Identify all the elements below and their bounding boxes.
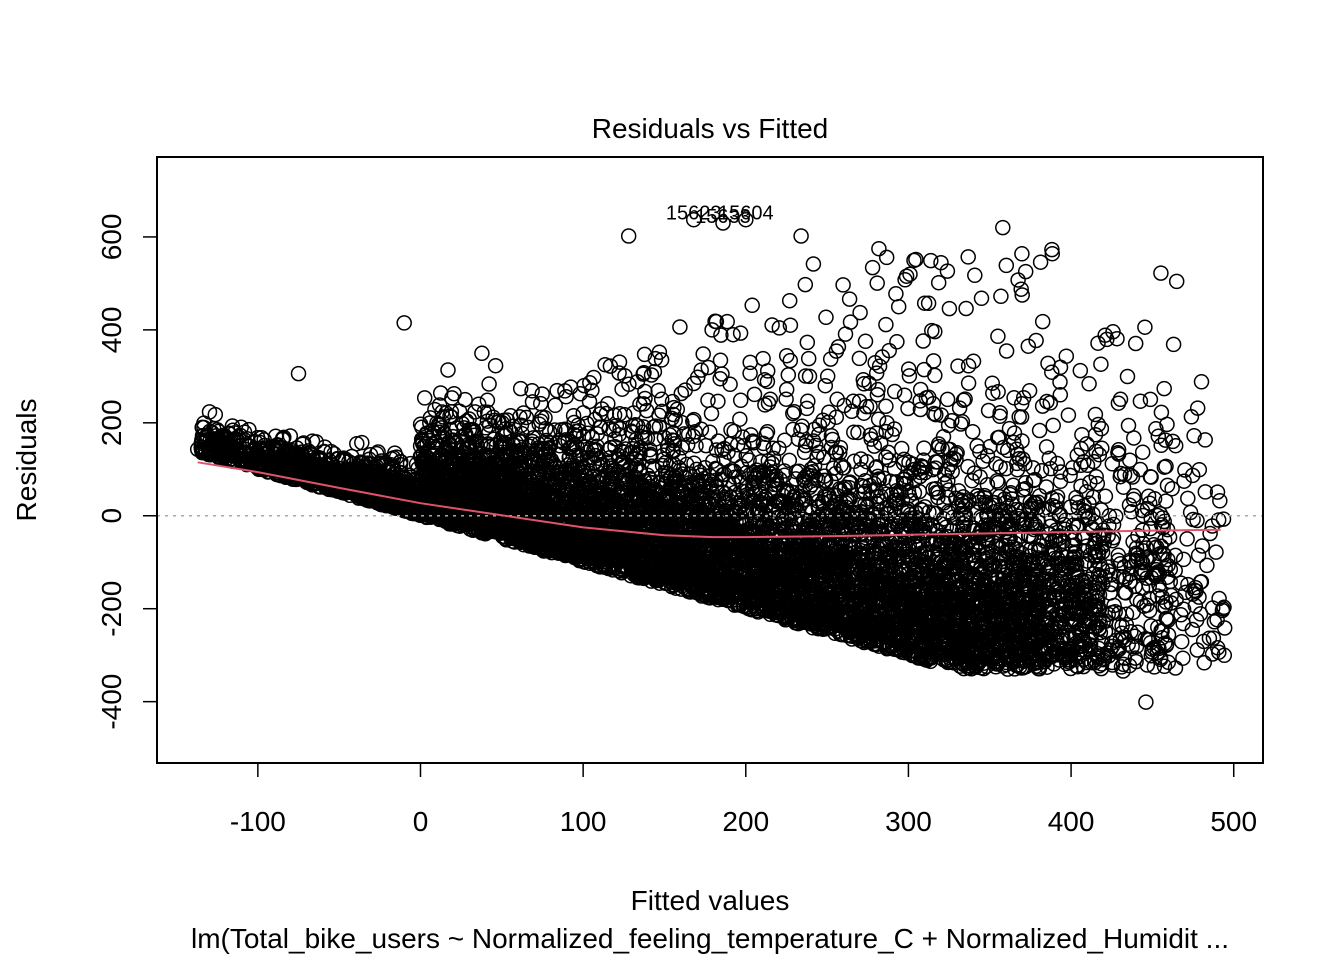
scatter-point bbox=[797, 276, 814, 293]
scatter-point bbox=[960, 358, 977, 374]
scatter-point bbox=[819, 368, 836, 385]
scatter-point bbox=[1093, 420, 1110, 437]
scatter-point bbox=[1104, 456, 1121, 472]
scatter-point bbox=[1044, 364, 1060, 380]
scatter-point bbox=[871, 240, 887, 257]
scatter-point bbox=[780, 367, 797, 383]
scatter-point bbox=[927, 367, 943, 384]
scatter-point bbox=[1212, 493, 1228, 509]
scatter-point bbox=[1090, 335, 1106, 351]
scatter-points bbox=[189, 211, 1233, 710]
scatter-point bbox=[967, 267, 983, 284]
scatter-point bbox=[686, 411, 702, 428]
chart-title: Residuals vs Fitted bbox=[592, 113, 829, 144]
scatter-point bbox=[881, 452, 897, 468]
scatter-point bbox=[1132, 393, 1149, 409]
scatter-point bbox=[857, 333, 874, 350]
scatter-point bbox=[1216, 620, 1233, 636]
scatter-point bbox=[817, 377, 834, 394]
scatter-point bbox=[1014, 246, 1030, 262]
scatter-point bbox=[1165, 433, 1181, 450]
scatter-point bbox=[896, 387, 913, 403]
scatter-point bbox=[755, 350, 771, 367]
scatter-point bbox=[864, 259, 881, 276]
scatter-point bbox=[1044, 241, 1060, 258]
scatter-point bbox=[646, 363, 663, 380]
scatter-point bbox=[781, 452, 798, 469]
scatter-point bbox=[1034, 313, 1051, 330]
scatter-point bbox=[708, 442, 725, 458]
scatter-point bbox=[999, 442, 1016, 459]
scatter-point bbox=[973, 290, 990, 307]
scatter-point bbox=[953, 416, 969, 432]
scatter-point bbox=[1205, 630, 1222, 646]
scatter-point bbox=[782, 352, 799, 369]
scatter-point bbox=[695, 346, 711, 362]
scatter-point bbox=[1176, 473, 1192, 489]
scatter-point bbox=[1165, 336, 1182, 353]
scatter-point bbox=[1134, 444, 1151, 460]
scatter-point bbox=[1081, 376, 1097, 392]
scatter-point bbox=[878, 398, 894, 415]
scatter-point bbox=[744, 297, 760, 314]
scatter-point bbox=[923, 252, 939, 269]
scatter-point bbox=[941, 300, 958, 317]
scatter-point bbox=[586, 369, 602, 386]
scatter-point bbox=[1031, 422, 1048, 439]
scatter-point bbox=[440, 362, 456, 378]
scatter-point bbox=[799, 334, 816, 351]
scatter-point bbox=[1175, 650, 1191, 666]
scatter-point bbox=[672, 319, 688, 335]
scatter-point bbox=[1045, 417, 1061, 434]
scatter-point bbox=[781, 292, 798, 309]
scatter-point bbox=[1093, 356, 1109, 372]
scatter-point bbox=[990, 328, 1006, 345]
scatter-point bbox=[869, 275, 885, 291]
scatter-point bbox=[889, 334, 905, 350]
scatter-point bbox=[1033, 463, 1050, 479]
scatter-point bbox=[600, 395, 616, 412]
scatter-point bbox=[886, 383, 903, 400]
scatter-point bbox=[1127, 335, 1144, 352]
scatter-point bbox=[1053, 464, 1069, 480]
scatter-point bbox=[1040, 355, 1056, 372]
scatter-point bbox=[1193, 374, 1210, 390]
scatter-point bbox=[534, 386, 550, 402]
scatter-point bbox=[746, 386, 763, 403]
scatter-point bbox=[673, 385, 690, 402]
scatter-point bbox=[1072, 362, 1089, 379]
scatter-point bbox=[960, 375, 977, 391]
scatter-point bbox=[818, 309, 834, 326]
scatter-point bbox=[702, 424, 718, 441]
scatter-point bbox=[771, 320, 788, 336]
scatter-point bbox=[1058, 348, 1075, 364]
scatter-point bbox=[1153, 265, 1169, 281]
scatter-point bbox=[653, 391, 670, 408]
scatter-point bbox=[1197, 432, 1213, 448]
scatter-point bbox=[1013, 281, 1029, 297]
scatter-point bbox=[964, 423, 981, 440]
scatter-point bbox=[650, 382, 666, 399]
scatter-point bbox=[1010, 272, 1026, 288]
scatter-point bbox=[890, 298, 907, 315]
scatter-point bbox=[1190, 547, 1207, 564]
scatter-point bbox=[457, 391, 473, 408]
scatter-point bbox=[1142, 391, 1159, 408]
scatter-point bbox=[778, 381, 795, 398]
